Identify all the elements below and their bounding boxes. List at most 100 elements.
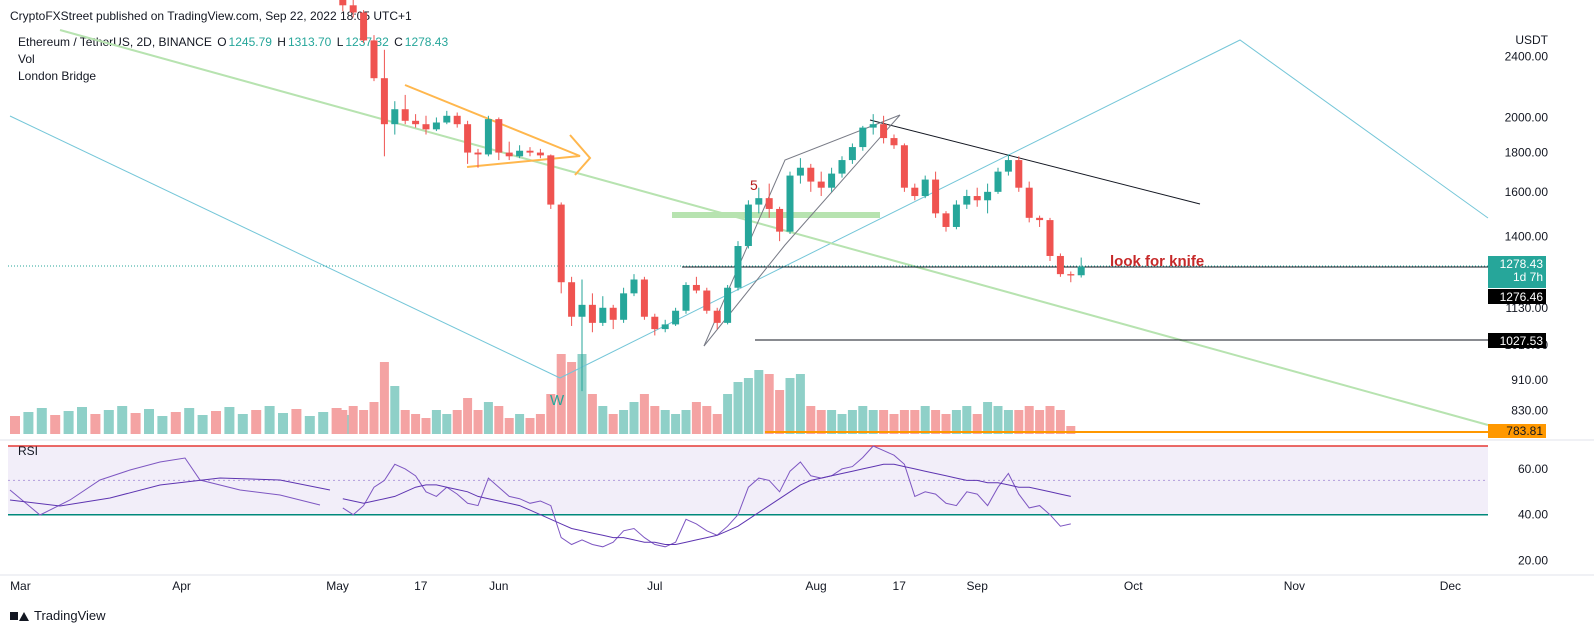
symbol-legend[interactable]: Ethereum / TetherUS, 2D, BINANCE O 1245.7…: [18, 35, 450, 49]
volume-bar: [1055, 410, 1065, 434]
candle-body: [526, 150, 534, 153]
candle-body: [890, 138, 898, 146]
volume-bar: [157, 416, 168, 434]
candle: [692, 276, 700, 294]
volume-bar: [144, 409, 154, 434]
high-label: H: [277, 35, 286, 49]
candle-body: [578, 304, 586, 317]
level-1027-tag: 1027.53: [1488, 333, 1546, 348]
published-text: CryptoFXStreet published on TradingView.…: [10, 9, 412, 23]
triangle-pattern: [404, 84, 581, 168]
candle-body: [360, 12, 368, 41]
volume-bar: [920, 406, 930, 434]
time-tick-label: Nov: [1284, 579, 1305, 593]
volume-bar: [130, 413, 141, 434]
candle: [516, 145, 524, 159]
candle-body: [869, 124, 877, 128]
volume-bar: [331, 408, 342, 434]
volume-bar: [369, 402, 379, 434]
candle-body: [432, 122, 440, 130]
candle-body: [661, 324, 669, 330]
candle: [380, 49, 388, 157]
volume-bar: [278, 413, 288, 434]
volume-bar: [515, 414, 525, 434]
volume-bar: [170, 412, 181, 434]
candle: [464, 120, 472, 164]
candle-body: [692, 284, 700, 291]
candle-body: [620, 293, 628, 320]
candle: [474, 148, 482, 168]
candle-body: [765, 198, 773, 209]
volume-bar: [103, 410, 114, 434]
candle: [1077, 257, 1085, 278]
candle-body: [1015, 160, 1023, 188]
rsi-ma-line: [342, 463, 1071, 545]
london-bridge-indicator-label[interactable]: London Bridge: [18, 69, 97, 83]
candle-body: [1046, 220, 1054, 256]
candle-body: [349, 5, 357, 13]
price-tick-label: 1600.00: [1505, 185, 1549, 199]
candle: [505, 141, 513, 161]
time-tick-label: Jul: [647, 579, 662, 593]
volume-indicator-label[interactable]: Vol: [18, 52, 35, 66]
candle-body: [984, 191, 992, 201]
candle: [557, 202, 565, 294]
volume-bar: [197, 415, 208, 434]
candle: [651, 313, 659, 336]
candle-body: [755, 198, 763, 205]
candle-body: [588, 304, 596, 323]
candle-body: [900, 145, 908, 188]
candle-body: [817, 181, 825, 188]
volume-bar: [868, 410, 878, 434]
candle-body: [713, 310, 721, 323]
volume-bar: [764, 374, 774, 434]
time-tick-label: Jun: [489, 579, 508, 593]
candle-body: [786, 175, 794, 232]
candle-body: [952, 204, 960, 227]
candle: [911, 183, 919, 201]
rsi-pane: RSI 20.00 40.00 60.00: [0, 439, 1594, 568]
volume-bar: [806, 406, 816, 434]
candle: [828, 167, 836, 192]
volume-bar: [400, 410, 410, 434]
volume-bar: [795, 374, 805, 434]
level-783-tag-bg: [1488, 424, 1546, 438]
volume-bar: [318, 412, 329, 434]
candle: [370, 35, 378, 82]
volume-bar: [785, 378, 795, 434]
volume-bar: [1066, 426, 1076, 434]
candle: [599, 296, 607, 326]
volume-bar: [681, 410, 691, 434]
candle-body: [339, 0, 347, 6]
volume-bar: [525, 418, 535, 434]
candle-body: [1025, 187, 1033, 218]
candle-body: [994, 171, 1002, 192]
volume-bar: [50, 415, 61, 434]
candle: [1046, 217, 1054, 262]
candle-body: [547, 155, 555, 205]
candle-body: [703, 290, 711, 311]
candle-body: [734, 246, 742, 288]
rsi-label: RSI: [18, 444, 38, 458]
candle-body: [464, 124, 472, 153]
candle: [1004, 154, 1012, 176]
time-tick-label: Aug: [805, 579, 826, 593]
volume-bar: [431, 410, 441, 434]
candle: [568, 276, 576, 326]
candle-body: [391, 109, 399, 125]
volume-bar: [733, 382, 743, 434]
volume-bar: [264, 406, 275, 434]
candle: [349, 0, 357, 18]
candle-body: [422, 124, 430, 130]
volume-bar: [1014, 410, 1024, 434]
volume-bar: [117, 406, 128, 434]
volume-bar: [702, 406, 712, 434]
volume-bar: [556, 354, 566, 434]
volume-bar: [650, 406, 660, 434]
candle-body: [640, 279, 648, 317]
volume-bar: [567, 362, 577, 434]
high-value: 1313.70: [287, 35, 332, 49]
